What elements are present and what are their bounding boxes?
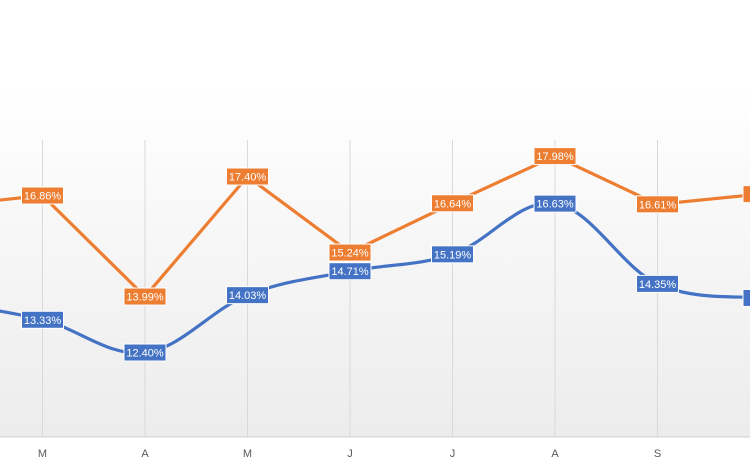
data-label: 16.61%	[636, 195, 679, 214]
data-label-box	[226, 286, 269, 305]
x-tick-label: S	[654, 448, 661, 460]
data-label-text: 16.61%	[639, 199, 677, 211]
data-label-box	[431, 194, 474, 213]
data-label-box	[21, 186, 64, 205]
data-label: 14.71%	[328, 262, 372, 281]
data-label: 15.19%	[431, 245, 474, 264]
data-label-box	[123, 343, 167, 362]
data-label: 13.	[742, 288, 750, 307]
data-label: 14.35%	[636, 274, 679, 293]
data-label-text: 14.71%	[331, 266, 369, 278]
x-tick-label: J	[450, 448, 456, 460]
data-label: 17.40%	[226, 167, 269, 186]
x-tick-label: J	[347, 448, 353, 460]
data-label-text: 17.40%	[229, 172, 267, 184]
data-label-box	[123, 287, 167, 306]
data-label: 16.63%	[533, 194, 577, 213]
data-label-text: 13.99%	[126, 292, 164, 304]
data-label: 16.86%	[21, 186, 64, 205]
data-label: 13.33%	[21, 310, 64, 329]
data-label-box	[328, 262, 372, 281]
data-label-text: 14.35%	[639, 279, 677, 291]
data-label-box	[742, 185, 750, 204]
data-label-box	[328, 243, 372, 262]
data-label: 13.99%	[123, 287, 167, 306]
plot-background	[0, 85, 750, 437]
data-label-box	[636, 195, 679, 214]
x-tick-label: A	[551, 448, 559, 460]
data-label: 12.40%	[123, 343, 167, 362]
data-label-box	[226, 167, 269, 186]
data-label-box	[533, 147, 577, 166]
data-label-text: 17.98%	[536, 151, 574, 163]
data-label: 14.03%	[226, 286, 269, 305]
x-tick-label: M	[38, 448, 47, 460]
data-label-box	[636, 274, 679, 293]
data-label-text: 14.03%	[229, 290, 267, 302]
x-tick-label: A	[141, 448, 149, 460]
data-label-box	[21, 310, 64, 329]
data-label: 15.24%	[328, 243, 372, 262]
data-label: 16	[742, 185, 750, 204]
data-label-box	[431, 245, 474, 264]
data-label-text: 16.86%	[24, 191, 62, 203]
data-label-box	[742, 288, 750, 307]
data-labels: 13.33% 12.40% 14.03% 14.71% 15.19% 16.63% 14.3…	[21, 147, 750, 362]
data-label-text: 15.24%	[331, 248, 369, 260]
data-label-text: 12.40%	[126, 348, 164, 360]
data-label: 17.98%	[533, 147, 577, 166]
data-label-text: 16.63%	[536, 199, 574, 211]
data-label-text: 13.33%	[24, 315, 62, 327]
data-label-text: 15.19%	[434, 249, 472, 261]
data-label-box	[533, 194, 577, 213]
data-label-text: 16.64%	[434, 198, 472, 210]
data-label: 16.64%	[431, 194, 474, 213]
x-tick-label: M	[243, 448, 252, 460]
